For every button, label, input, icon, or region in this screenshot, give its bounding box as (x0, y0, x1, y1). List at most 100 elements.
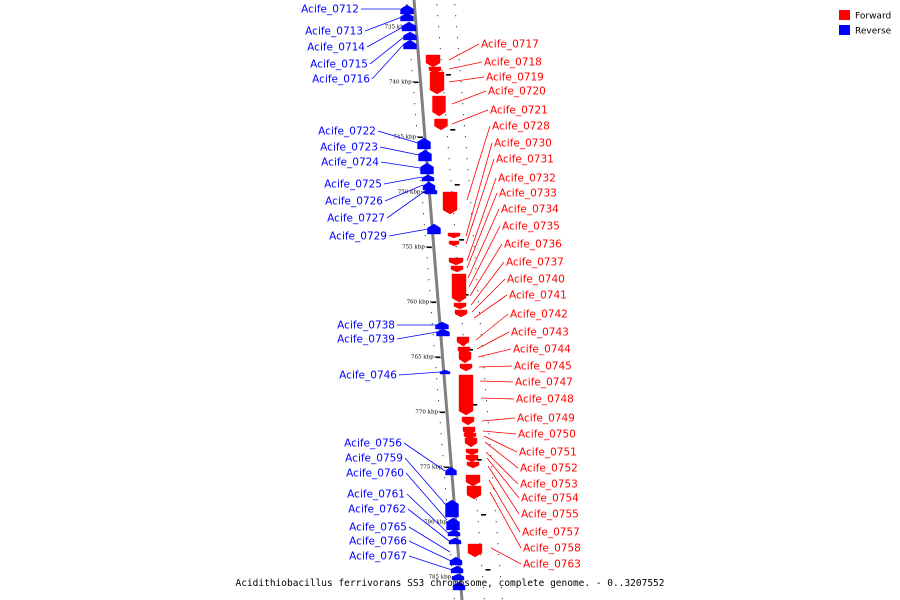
reverse-leader-line (379, 146, 420, 156)
forward-gene-label: Acife_0737 (506, 257, 564, 269)
track-dot (455, 15, 457, 17)
forward-gene (458, 374, 474, 416)
reverse-gene (439, 369, 451, 375)
track-dot (447, 147, 449, 149)
track-dot (464, 125, 465, 127)
track-dot (487, 422, 489, 424)
scale-tick-mark (454, 184, 460, 186)
track-dot (451, 191, 453, 193)
track-dot (501, 587, 502, 589)
track-dot (457, 48, 459, 50)
track-dot (474, 257, 476, 259)
reverse-gene (401, 21, 417, 32)
track-dot (437, 389, 439, 391)
scale-tick-mark (450, 129, 456, 131)
track-dot (415, 114, 417, 116)
track-dot (485, 389, 487, 391)
forward-leader-line (478, 365, 513, 368)
reverse-gene-label: Acife_0729 (329, 231, 387, 243)
reverse-gene-label: Acife_0759 (345, 453, 403, 465)
reverse-leader-line (396, 331, 438, 340)
forward-gene (428, 66, 442, 74)
track-dot (428, 279, 430, 281)
reverse-gene (451, 573, 465, 581)
scale-tick-label: 765 kbp (411, 355, 434, 361)
reverse-gene-label: Acife_0766 (349, 536, 407, 548)
reverse-gene (427, 223, 441, 235)
reverse-gene (446, 517, 460, 531)
forward-leader-line (479, 380, 514, 383)
forward-gene-label: Acife_0754 (521, 493, 579, 505)
scale-tick-label: 735 kbp (385, 25, 408, 31)
track-dot (432, 334, 434, 336)
reverse-leader-line (364, 16, 403, 32)
forward-gene-label: Acife_0752 (520, 463, 578, 475)
track-dot (482, 576, 484, 578)
reverse-gene-label: Acife_0715 (310, 59, 368, 71)
scale-tick-label: 745 kbp (393, 135, 416, 141)
forward-leader-line (482, 430, 517, 435)
scale-tick-mark (431, 301, 437, 304)
track-dot (459, 70, 461, 72)
forward-leader-line (465, 158, 495, 245)
track-dot (406, 4, 408, 6)
track-dot (460, 81, 462, 83)
track-dot (441, 444, 443, 446)
track-dot (457, 37, 458, 39)
track-dot (496, 532, 498, 534)
forward-gene (465, 474, 481, 487)
track-dot (423, 224, 425, 226)
forward-gene-label: Acife_0717 (481, 39, 539, 51)
forward-gene (461, 416, 475, 426)
reverse-gene (400, 12, 414, 22)
track-dot (425, 246, 427, 248)
legend-label: Reverse (855, 27, 892, 37)
forward-leader-line (466, 177, 497, 262)
track-dot (443, 466, 445, 468)
reverse-leader-line (406, 493, 449, 534)
forward-gene-label: Acife_0745 (514, 361, 572, 373)
reverse-gene-label: Acife_0725 (324, 179, 382, 191)
reverse-gene-label: Acife_0714 (307, 42, 365, 54)
forward-gene (465, 454, 479, 463)
forward-gene-label: Acife_0755 (521, 509, 579, 521)
track-dot (475, 268, 477, 270)
scale-ticks: 735 kbp 740 kbp 745 kbp 750 kbp 755 kbp 760 k… (385, 25, 491, 581)
track-dot (423, 213, 424, 215)
forward-leader-line (465, 142, 493, 237)
forward-leader-line (483, 435, 518, 453)
forward-gene-label: Acife_0751 (519, 447, 577, 459)
track-dot (480, 334, 482, 336)
forward-gene-label: Acife_0731 (496, 154, 554, 166)
track-dot (462, 334, 464, 336)
scale-tick-mark (435, 356, 441, 359)
track-dot (471, 213, 472, 215)
forward-leader-line (475, 313, 509, 341)
track-dot (427, 268, 429, 270)
scale-tick-mark (472, 404, 478, 406)
track-dot (484, 378, 486, 380)
forward-leader-line (467, 208, 500, 279)
track-dot (480, 554, 482, 556)
track-dot (411, 70, 413, 72)
forward-gene-label: Acife_0753 (520, 479, 578, 491)
legend-swatch (839, 25, 850, 35)
forward-gene (453, 302, 467, 310)
reverse-gene-label: Acife_0738 (337, 320, 395, 332)
track-dot (431, 312, 432, 314)
track-dot (497, 543, 499, 545)
forward-gene-label: Acife_0757 (522, 527, 580, 539)
leader-lines (361, 8, 522, 571)
reverse-gene-label: Acife_0765 (349, 522, 407, 534)
forward-gene-label: Acife_0758 (523, 543, 581, 555)
forward-gene-label: Acife_0750 (518, 429, 576, 441)
chromosome-backbone (412, 0, 464, 600)
track-dot (435, 367, 437, 369)
reverse-gene (424, 187, 438, 195)
track-dot (478, 532, 480, 534)
forward-leader-line (448, 43, 480, 61)
forward-leader-line (486, 457, 520, 499)
reverse-gene-label: Acife_0713 (305, 26, 363, 38)
track-dot (463, 345, 465, 347)
